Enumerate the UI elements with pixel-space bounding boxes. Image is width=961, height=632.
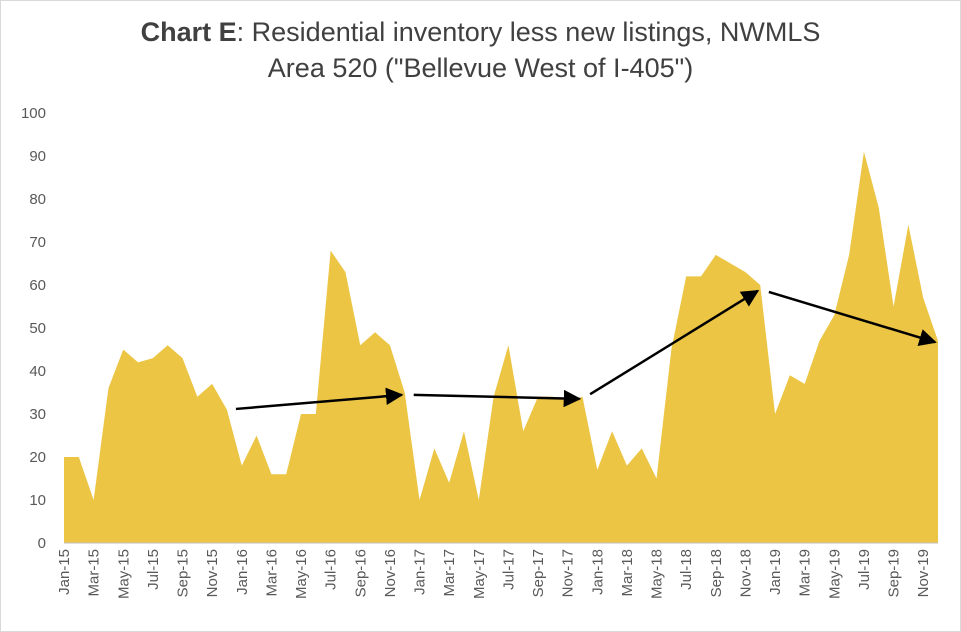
x-tick-label: Jul-19 <box>856 549 873 590</box>
x-tick-label: Sep-19 <box>886 549 903 597</box>
trend-arrow <box>235 387 404 411</box>
y-tick-label: 50 <box>29 320 46 337</box>
x-tick-label: May-18 <box>649 549 666 599</box>
area-series <box>64 151 938 543</box>
x-tick-label: Sep-15 <box>175 549 192 597</box>
x-tick-label: Sep-18 <box>708 549 725 597</box>
x-tick-label: May-19 <box>826 549 843 599</box>
y-tick-label: 70 <box>29 234 46 251</box>
x-tick-label: May-15 <box>115 549 132 599</box>
x-tick-label: Jul-18 <box>678 549 695 590</box>
trend-arrow <box>413 389 582 408</box>
x-tick-label: Nov-17 <box>560 549 577 597</box>
x-tick-label: Jul-16 <box>323 549 340 590</box>
trend-arrow <box>589 289 760 396</box>
y-tick-label: 60 <box>29 277 46 294</box>
chart-title-rest: : Residential inventory less new listing… <box>236 17 821 47</box>
x-tick-label: Sep-16 <box>352 549 369 597</box>
y-tick-label: 100 <box>21 105 46 122</box>
chart-title: Chart E: Residential inventory less new … <box>0 14 961 86</box>
y-tick-label: 20 <box>29 449 46 466</box>
x-tick-label: Nov-18 <box>737 549 754 597</box>
trend-arrow <box>768 290 937 346</box>
x-tick-label: Mar-15 <box>86 549 103 597</box>
y-tick-label: 80 <box>29 191 46 208</box>
y-tick-label: 0 <box>38 535 46 552</box>
x-tick-label: Nov-16 <box>382 549 399 597</box>
y-tick-label: 10 <box>29 492 46 509</box>
x-tick-label: Mar-17 <box>441 549 458 597</box>
x-tick-label: Mar-16 <box>263 549 280 597</box>
x-tick-label: May-17 <box>471 549 488 599</box>
x-tick-label: Mar-18 <box>619 549 636 597</box>
x-tick-label: May-16 <box>293 549 310 599</box>
x-tick-label: Jul-17 <box>500 549 517 590</box>
x-tick-label: Nov-15 <box>204 549 221 597</box>
x-tick-label: Jul-15 <box>145 549 162 590</box>
x-tick-label: Jan-19 <box>767 549 784 595</box>
y-tick-label: 40 <box>29 363 46 380</box>
x-tick-label: Nov-19 <box>915 549 932 597</box>
x-tick-label: Jan-18 <box>589 549 606 595</box>
chart-title-bold: Chart E <box>140 17 237 47</box>
x-tick-label: Sep-17 <box>530 549 547 597</box>
chart-title-line1: Chart E: Residential inventory less new … <box>0 14 961 50</box>
x-tick-label: Mar-19 <box>797 549 814 597</box>
y-tick-label: 90 <box>29 148 46 165</box>
chart-title-line2: Area 520 ("Bellevue West of I-405") <box>267 53 694 83</box>
y-tick-label: 30 <box>29 406 46 423</box>
x-tick-label: Jan-16 <box>234 549 251 595</box>
x-tick-label: Jan-17 <box>412 549 429 595</box>
x-tick-label: Jan-15 <box>56 549 73 595</box>
